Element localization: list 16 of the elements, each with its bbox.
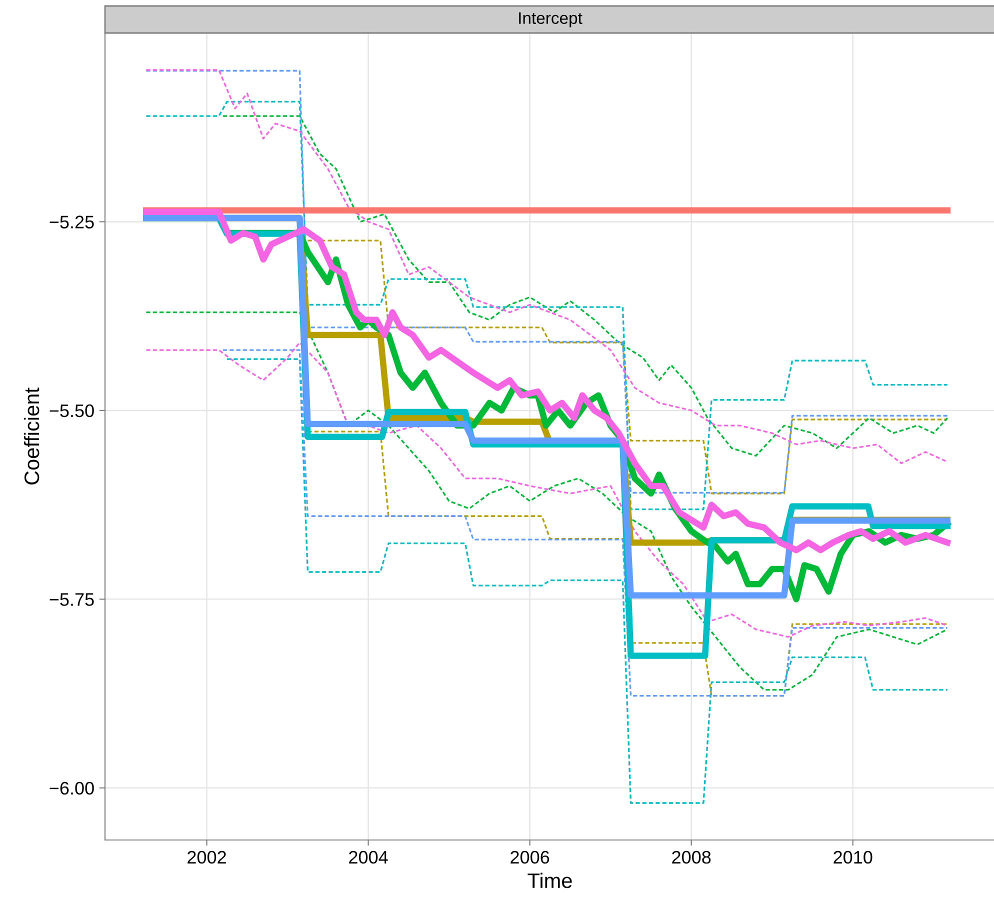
y-axis-title: Coefficient [24,388,40,484]
x-tick-label: 2004 [349,850,388,864]
x-tick-label: 2010 [834,850,872,864]
x-axis-title: Time [528,872,572,888]
line-series [222,115,948,457]
chart-title: Intercept [519,12,582,28]
line-series [145,311,948,691]
x-tick-label: 2006 [510,850,550,864]
x-tick-label: 2002 [188,850,226,864]
y-tick-label: −5.75 [50,593,94,606]
y-tick-label: −5.50 [50,404,94,418]
line-series [145,342,948,638]
y-tick-label: −6.00 [50,782,94,795]
line-series [306,240,948,494]
x-tick-label: 2008 [672,850,711,864]
y-tick-label: −5.25 [50,216,94,228]
